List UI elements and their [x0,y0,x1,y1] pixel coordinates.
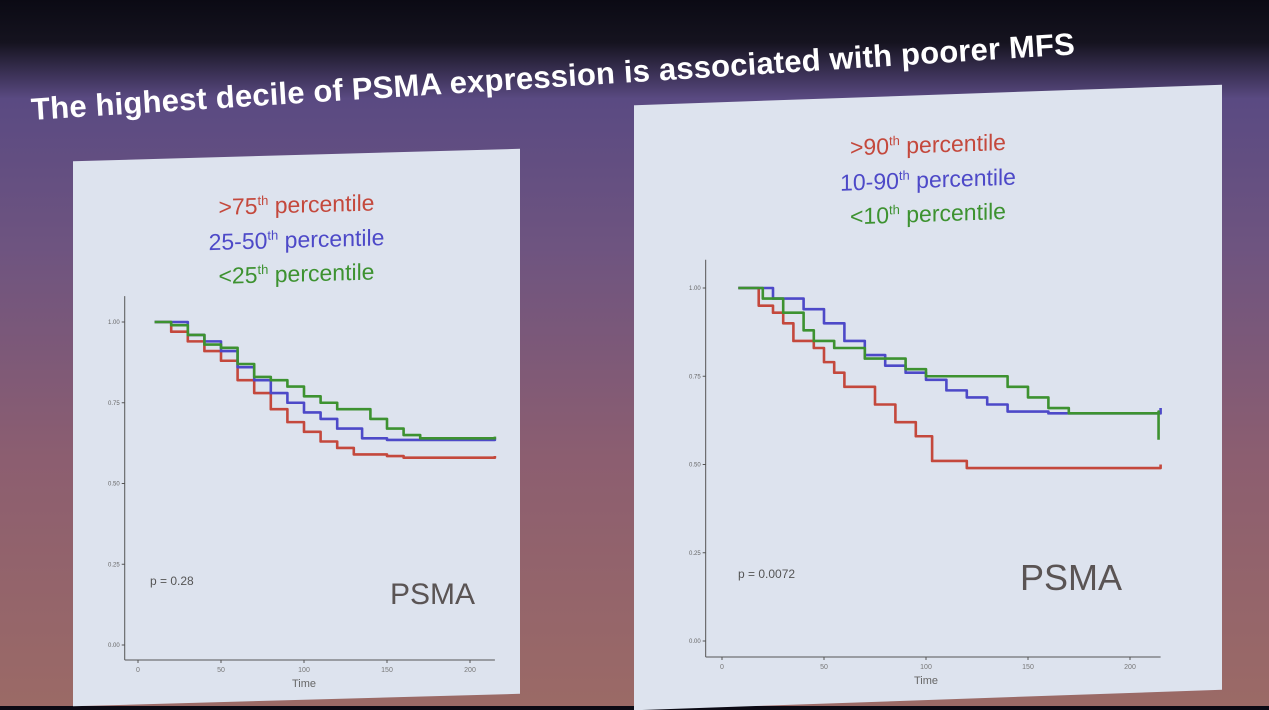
y-tick-label: 0.50 [689,463,701,469]
y-tick-label: 1.00 [689,286,701,292]
x-tick-label: 100 [920,664,932,671]
x-tick-label: 150 [381,667,393,674]
y-tick-label: 0.50 [108,482,120,488]
y-tick-label: 0.25 [689,551,701,557]
x-tick-label: 0 [136,667,140,674]
y-tick-label: 0.75 [689,374,701,380]
y-tick-label: 0.25 [108,562,120,568]
x-tick-label: 200 [464,667,476,674]
x-tick-label: 150 [1022,664,1034,671]
y-tick-label: 0.00 [689,639,701,645]
p-value: p = 0.0072 [738,567,795,581]
survival-curve-1 [738,286,1162,415]
y-tick-label: 1.00 [108,320,120,326]
x-axis-label: Time [292,678,316,690]
survival-curve-0 [738,286,1162,470]
survival-curve-2 [738,286,1160,440]
psma-label: PSMA [390,578,475,611]
y-tick-label: 0.75 [108,401,120,407]
psma-label: PSMA [1020,557,1122,598]
x-axis-label: Time [914,675,938,687]
y-tick-label: 0.00 [108,643,120,649]
x-tick-label: 50 [217,667,225,674]
survival-curve-2 [154,320,497,440]
x-tick-label: 200 [1124,664,1136,671]
x-tick-label: 100 [298,667,310,674]
p-value: p = 0.28 [150,574,194,588]
x-tick-label: 50 [820,664,828,671]
x-tick-label: 0 [720,664,724,671]
